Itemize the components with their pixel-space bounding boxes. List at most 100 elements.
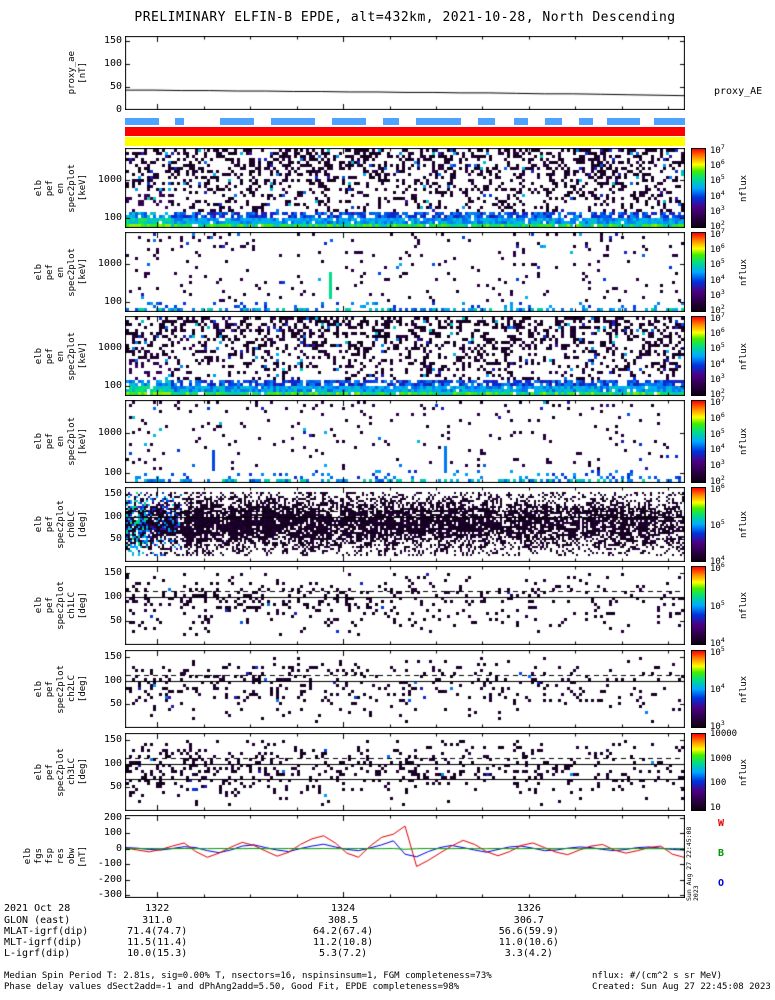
flag-segment (125, 137, 685, 146)
y-axis-label-word: [keV] (78, 174, 88, 202)
time-tick-label: 1322 (145, 903, 170, 914)
y-axis-label-word: spec2plot (56, 747, 66, 797)
colorbar (691, 400, 706, 483)
flag-segment (270, 118, 316, 125)
colorbar-tick-label: 105 (710, 341, 725, 355)
ephemeris-value: 308.5 (328, 915, 359, 926)
y-tick-label: 1000 (97, 342, 122, 354)
y-axis-label-word: [deg] (78, 675, 88, 703)
colorbar-tick-label: 107 (710, 310, 725, 324)
pitch-angle-spectrogram-ch2lc (125, 650, 685, 728)
y-axis-label: elb pef spec2plot ch1LC [deg] (26, 566, 88, 645)
y-tick-label: 0 (115, 842, 122, 854)
time-tick-label: 1326 (516, 903, 541, 914)
colorbar-tick-label: 104 (710, 188, 725, 202)
ephemeris-value: 71.4(74.7) (127, 926, 188, 937)
y-axis-label-word: ch1LC (67, 591, 77, 620)
y-axis-label: elb pef spec2plot ch0LC [deg] (26, 487, 88, 562)
colorbar-unit-label: nflux (739, 427, 749, 456)
y-axis-label-word: pef (45, 179, 55, 197)
energy-spectrogram-panel-2 (125, 232, 685, 312)
colorbar-tick-label: 1000 (710, 753, 732, 764)
y-axis-label-word: fgs (34, 848, 44, 865)
colorbar-tick-label: 105 (710, 644, 725, 658)
y-tick-label: -200 (97, 873, 122, 885)
y-axis-label-word: [keV] (78, 427, 88, 456)
colorbar-unit-label: nflux (739, 342, 749, 370)
y-axis-label: proxy_ae [nT] (26, 36, 88, 110)
y-tick-label: 50 (109, 698, 122, 710)
energy-spectrogram-panel-4 (125, 400, 685, 483)
y-axis-label-word: spec2plot (56, 664, 66, 714)
footer-nflux-units: nflux: #/(cm^2 s sr MeV) (592, 971, 723, 981)
colorbar (691, 733, 706, 811)
flag-segment (332, 118, 366, 125)
colorbar (691, 650, 706, 728)
colorbar-tick-label: 102 (710, 387, 725, 401)
colorbar-unit-label: nflux (739, 258, 749, 286)
row-label-mlt: MLT-igrf(dip) (4, 937, 83, 948)
y-axis-label-word: pef (45, 597, 55, 614)
colorbar-tick-label: 106 (710, 241, 725, 255)
fgs-component-label: W (718, 818, 725, 829)
y-axis-label-word: pef (45, 347, 55, 365)
colorbar-tick-label: 105 (710, 173, 725, 187)
colorbar-tick-label: 105 (710, 598, 725, 612)
y-axis-label-word: pef (45, 263, 55, 281)
colorbar-tick-label: 102 (710, 219, 725, 233)
y-tick-label: 100 (103, 212, 122, 224)
flag-segment (125, 127, 685, 136)
flag-segment (175, 118, 184, 125)
y-axis-label: elb pef spec2plot ch3LC [deg] (26, 733, 88, 811)
ephemeris-value: 306.7 (513, 915, 544, 926)
colorbar-tick-label: 107 (710, 394, 725, 408)
colorbar-tick-label: 10 (710, 803, 721, 814)
y-tick-label: -300 (97, 888, 122, 900)
colorbar-unit-label: nflux (739, 758, 749, 786)
ephemeris-value: 11.0(10.6) (498, 937, 559, 948)
footer-spin-info: Median Spin Period T: 2.81s, sig=0.00% T… (4, 971, 492, 981)
y-axis-label-word: pef (45, 763, 55, 781)
ephemeris-value: 56.6(59.9) (498, 926, 559, 937)
y-tick-label: 150 (103, 651, 122, 663)
y-tick-label: 1000 (97, 174, 122, 186)
quality-flag-bar-yellow (125, 137, 685, 146)
proxy-ae-series-label: proxy_AE (714, 86, 763, 97)
y-axis-label-word: pef (45, 433, 55, 450)
energy-spectrogram-panel-1 (125, 148, 685, 228)
y-tick-label: 200 (103, 812, 122, 824)
y-tick-label: 50 (109, 615, 122, 627)
y-axis-label-word: ch2LC (67, 675, 77, 703)
y-axis-label-word: elb (34, 179, 44, 197)
side-timestamp: Sun Aug 27 22:45:08 2023 (685, 826, 700, 901)
y-tick-label: 50 (109, 781, 122, 793)
y-axis-label: elb fgs fsp res obw [nT] (23, 815, 88, 898)
y-tick-label: 150 (103, 734, 122, 746)
fgs-component-label: O (718, 878, 725, 889)
y-axis-label: elb pef en spec2plot [keV] (26, 316, 88, 396)
quality-flag-bar-red (125, 127, 685, 136)
flag-segment (578, 118, 593, 125)
y-axis-label-word: elb (34, 263, 44, 281)
y-tick-label: 100 (103, 591, 122, 603)
y-axis-label-word: elb (34, 516, 44, 533)
colorbar-unit-label: nflux (739, 174, 749, 202)
y-axis-label-word: en (56, 266, 66, 278)
colorbar (691, 487, 706, 562)
y-tick-label: 100 (103, 296, 122, 308)
energy-spectrogram-panel-3 (125, 316, 685, 396)
colorbar-tick-label: 106 (710, 325, 725, 339)
ephemeris-value: 11.2(10.8) (312, 937, 374, 948)
proxy-ae-line-panel (125, 36, 685, 110)
ephemeris-value: 64.2(67.4) (312, 926, 374, 937)
y-axis-label-word: ch3LC (67, 758, 77, 786)
y-tick-label: 100 (103, 57, 122, 69)
row-label-lshell: L-igrf(dip) (4, 948, 71, 959)
y-axis-label-word: [nT] (78, 62, 88, 84)
y-axis-label-word: elb (23, 848, 33, 865)
y-tick-label: 50 (109, 533, 122, 545)
y-axis-label-word: ch0LC (67, 510, 77, 539)
y-axis-label-word: spec2plot (67, 331, 77, 381)
time-tick-label: 1324 (331, 903, 356, 914)
colorbar-tick-label: 103 (710, 372, 725, 386)
